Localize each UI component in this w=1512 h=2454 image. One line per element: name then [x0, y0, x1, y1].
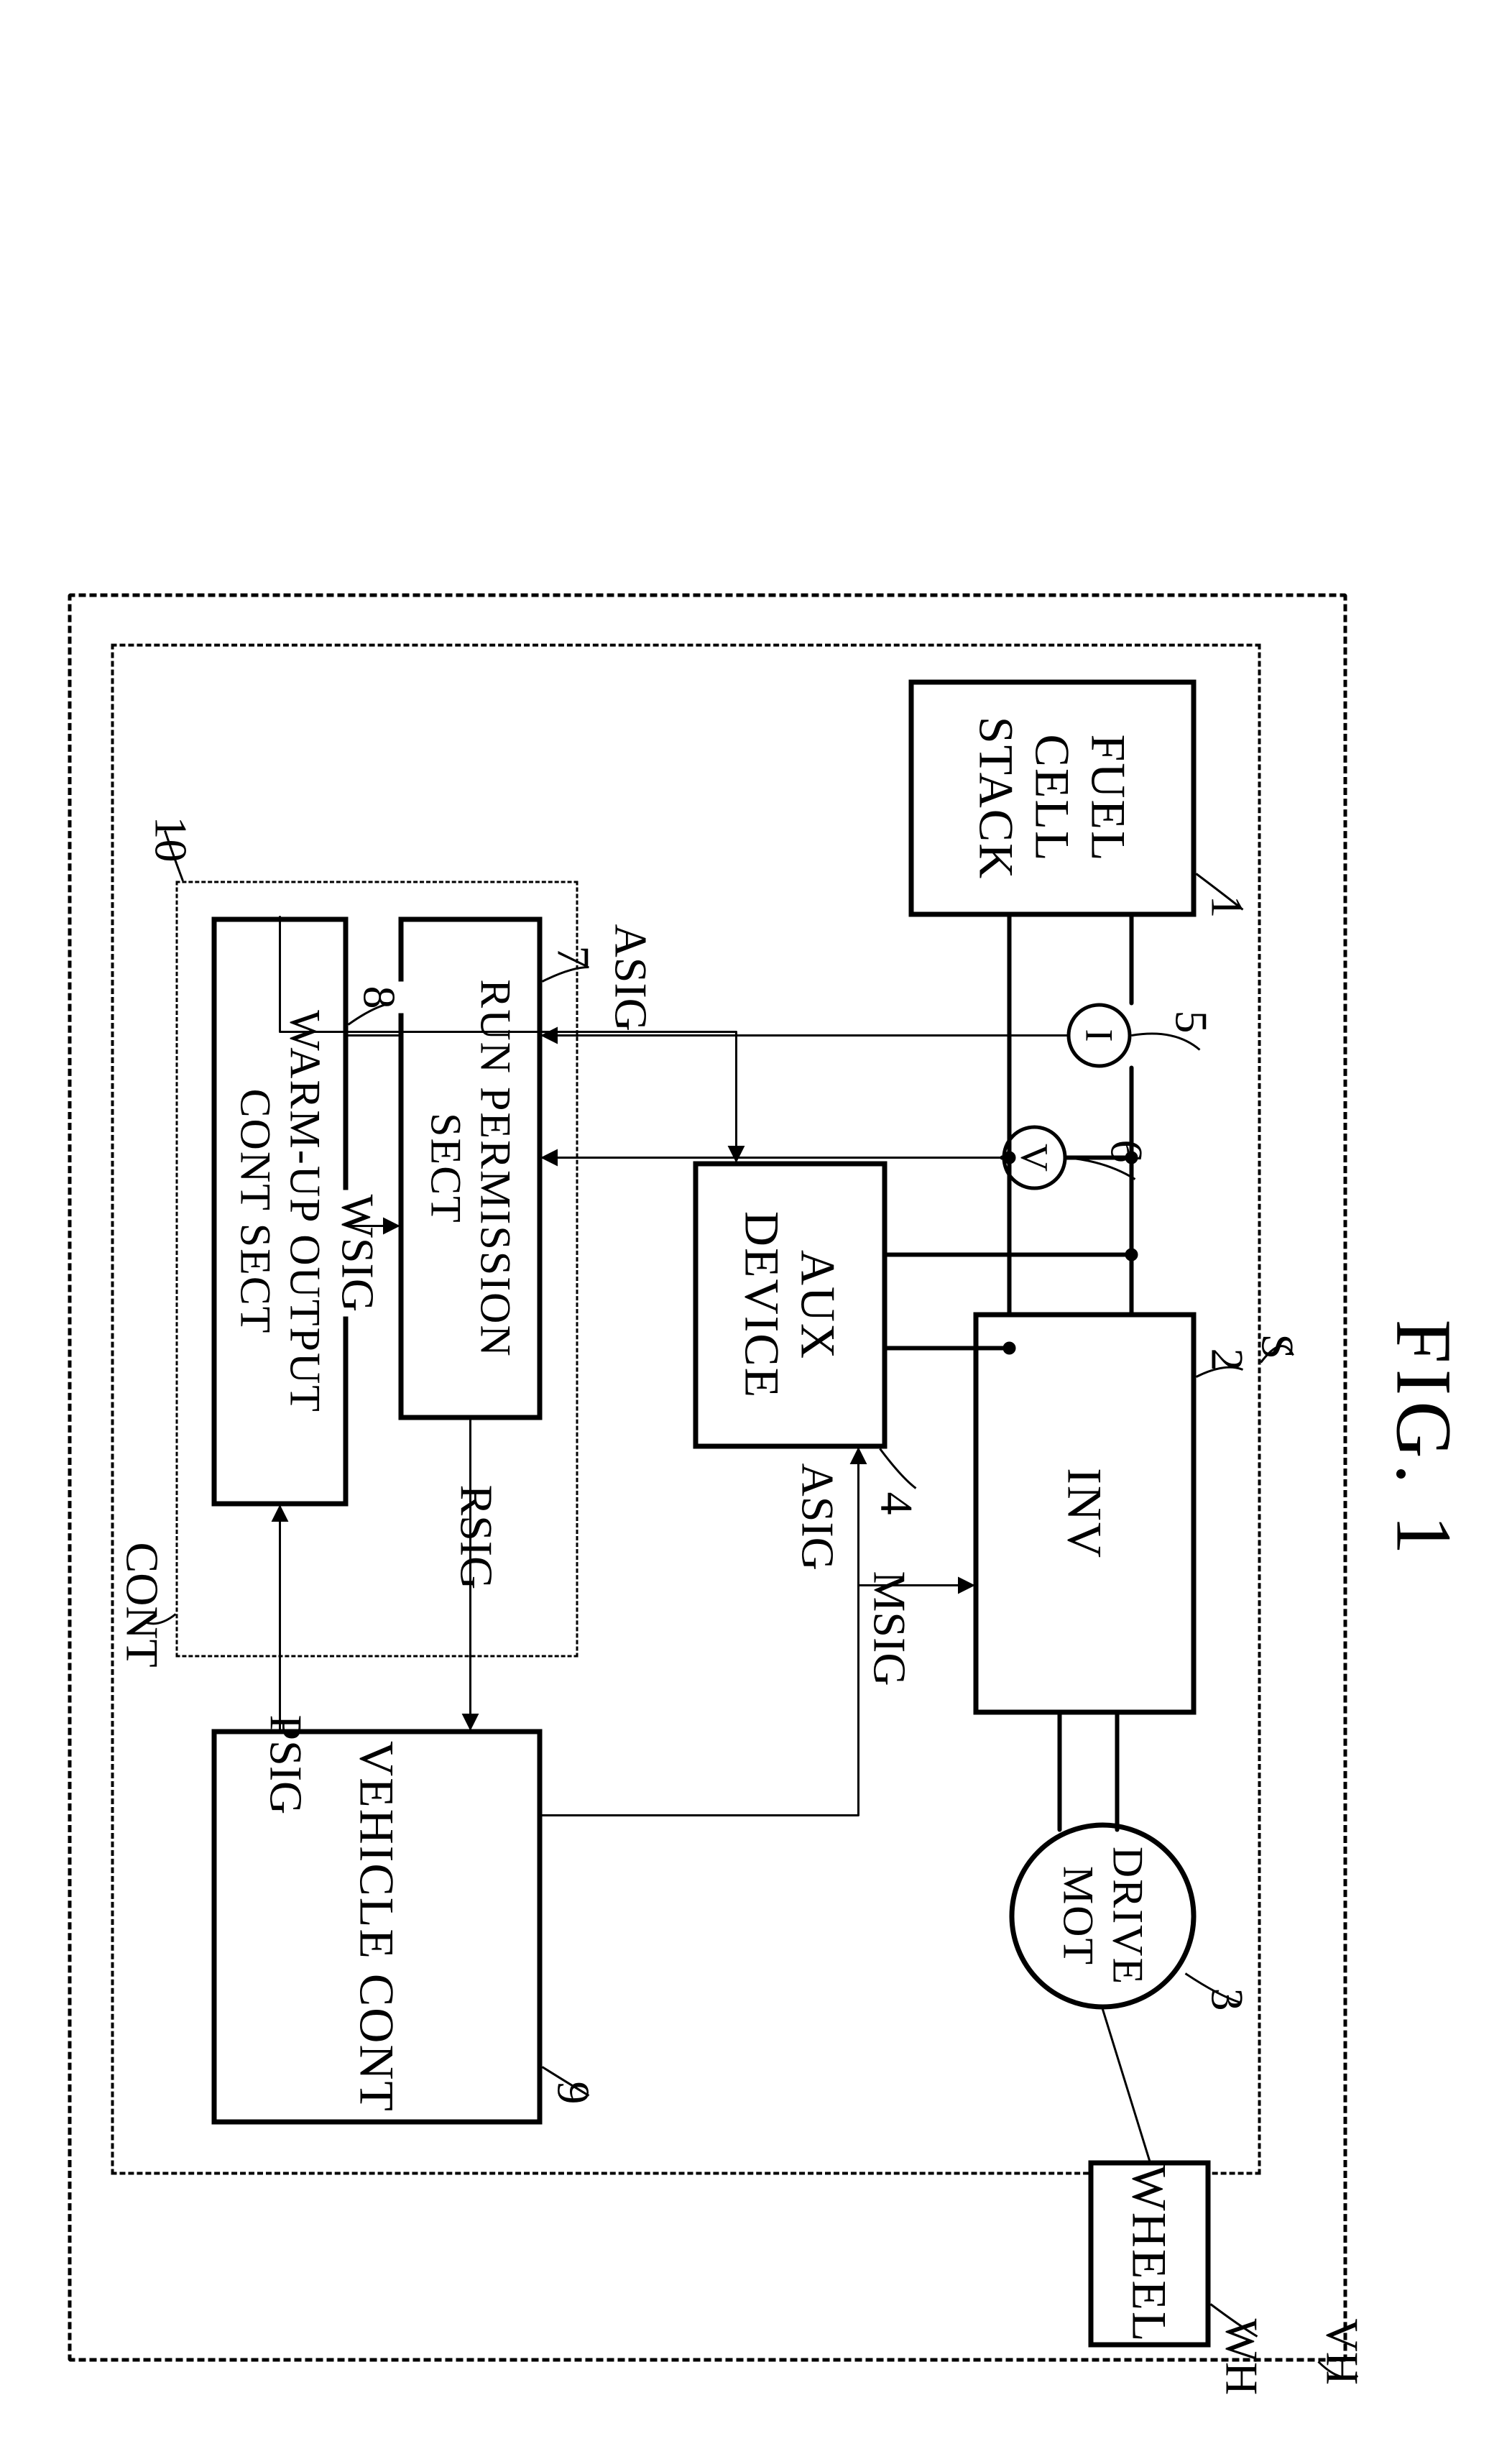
current-sensor-ref: 5 — [1164, 1010, 1217, 1033]
aux-ref: 4 — [870, 1492, 923, 1515]
vh-label: VH — [1315, 2318, 1368, 2384]
run-permission-text: RUN PERMISSIONSECT — [420, 979, 520, 1357]
aux-device-text: AUXDEVICE — [734, 1210, 846, 1398]
cont-ref: 10 — [144, 816, 197, 862]
wheel-text: WHEEL — [1121, 2164, 1177, 2343]
asig-left-label: ASIG — [604, 924, 657, 1031]
voltage-sensor-ref: 6 — [1100, 1139, 1153, 1162]
drive-motor-text: DRIVEMOT — [1053, 1846, 1152, 1985]
fuel-cell-stack-text: FUEL CELLSTACK — [968, 684, 1137, 911]
wheel-block: WHEEL — [1088, 2160, 1210, 2347]
cont-label: CONT — [115, 1542, 168, 1667]
vehicle-cont-ref: 9 — [546, 2081, 599, 2104]
vehicle-cont-text: VEHICLE CONT — [349, 1741, 405, 2113]
voltage-sensor-icon: V — [1002, 1125, 1066, 1190]
figure-title: FIG. 1 — [1378, 1319, 1469, 1560]
wheel-ref: WH — [1214, 2318, 1268, 2395]
inverter-ref: 2 — [1200, 1348, 1253, 1371]
warmup-block: WARM-UP OUTPUTCONT SECT — [211, 916, 348, 1506]
inverter-text: INV — [1056, 1468, 1112, 1559]
warmup-text: WARM-UP OUTPUTCONT SECT — [230, 1010, 329, 1413]
fuel-cell-ref: 1 — [1200, 895, 1253, 918]
psig-label: PSIG — [259, 1714, 312, 1814]
run-permission-ref: 7 — [546, 945, 599, 968]
run-permission-block: RUN PERMISSIONSECT — [398, 916, 542, 1420]
drive-motor-block: DRIVEMOT — [1009, 1822, 1196, 2009]
warmup-ref: 8 — [352, 981, 405, 1013]
asig-top-label: ASIG — [790, 1463, 844, 1570]
system-label: S — [1250, 1333, 1304, 1359]
rsig-label: RSIG — [449, 1484, 502, 1589]
aux-device-block: AUXDEVICE — [693, 1161, 887, 1448]
fuel-cell-stack-block: FUEL CELLSTACK — [908, 679, 1196, 916]
msig-label: MSIG — [862, 1571, 916, 1686]
inverter-block: INV — [973, 1312, 1196, 1714]
drive-motor-ref: 3 — [1200, 1987, 1253, 2010]
current-sensor-icon: I — [1066, 1003, 1131, 1067]
wsig-label: WSIG — [331, 1190, 384, 1316]
